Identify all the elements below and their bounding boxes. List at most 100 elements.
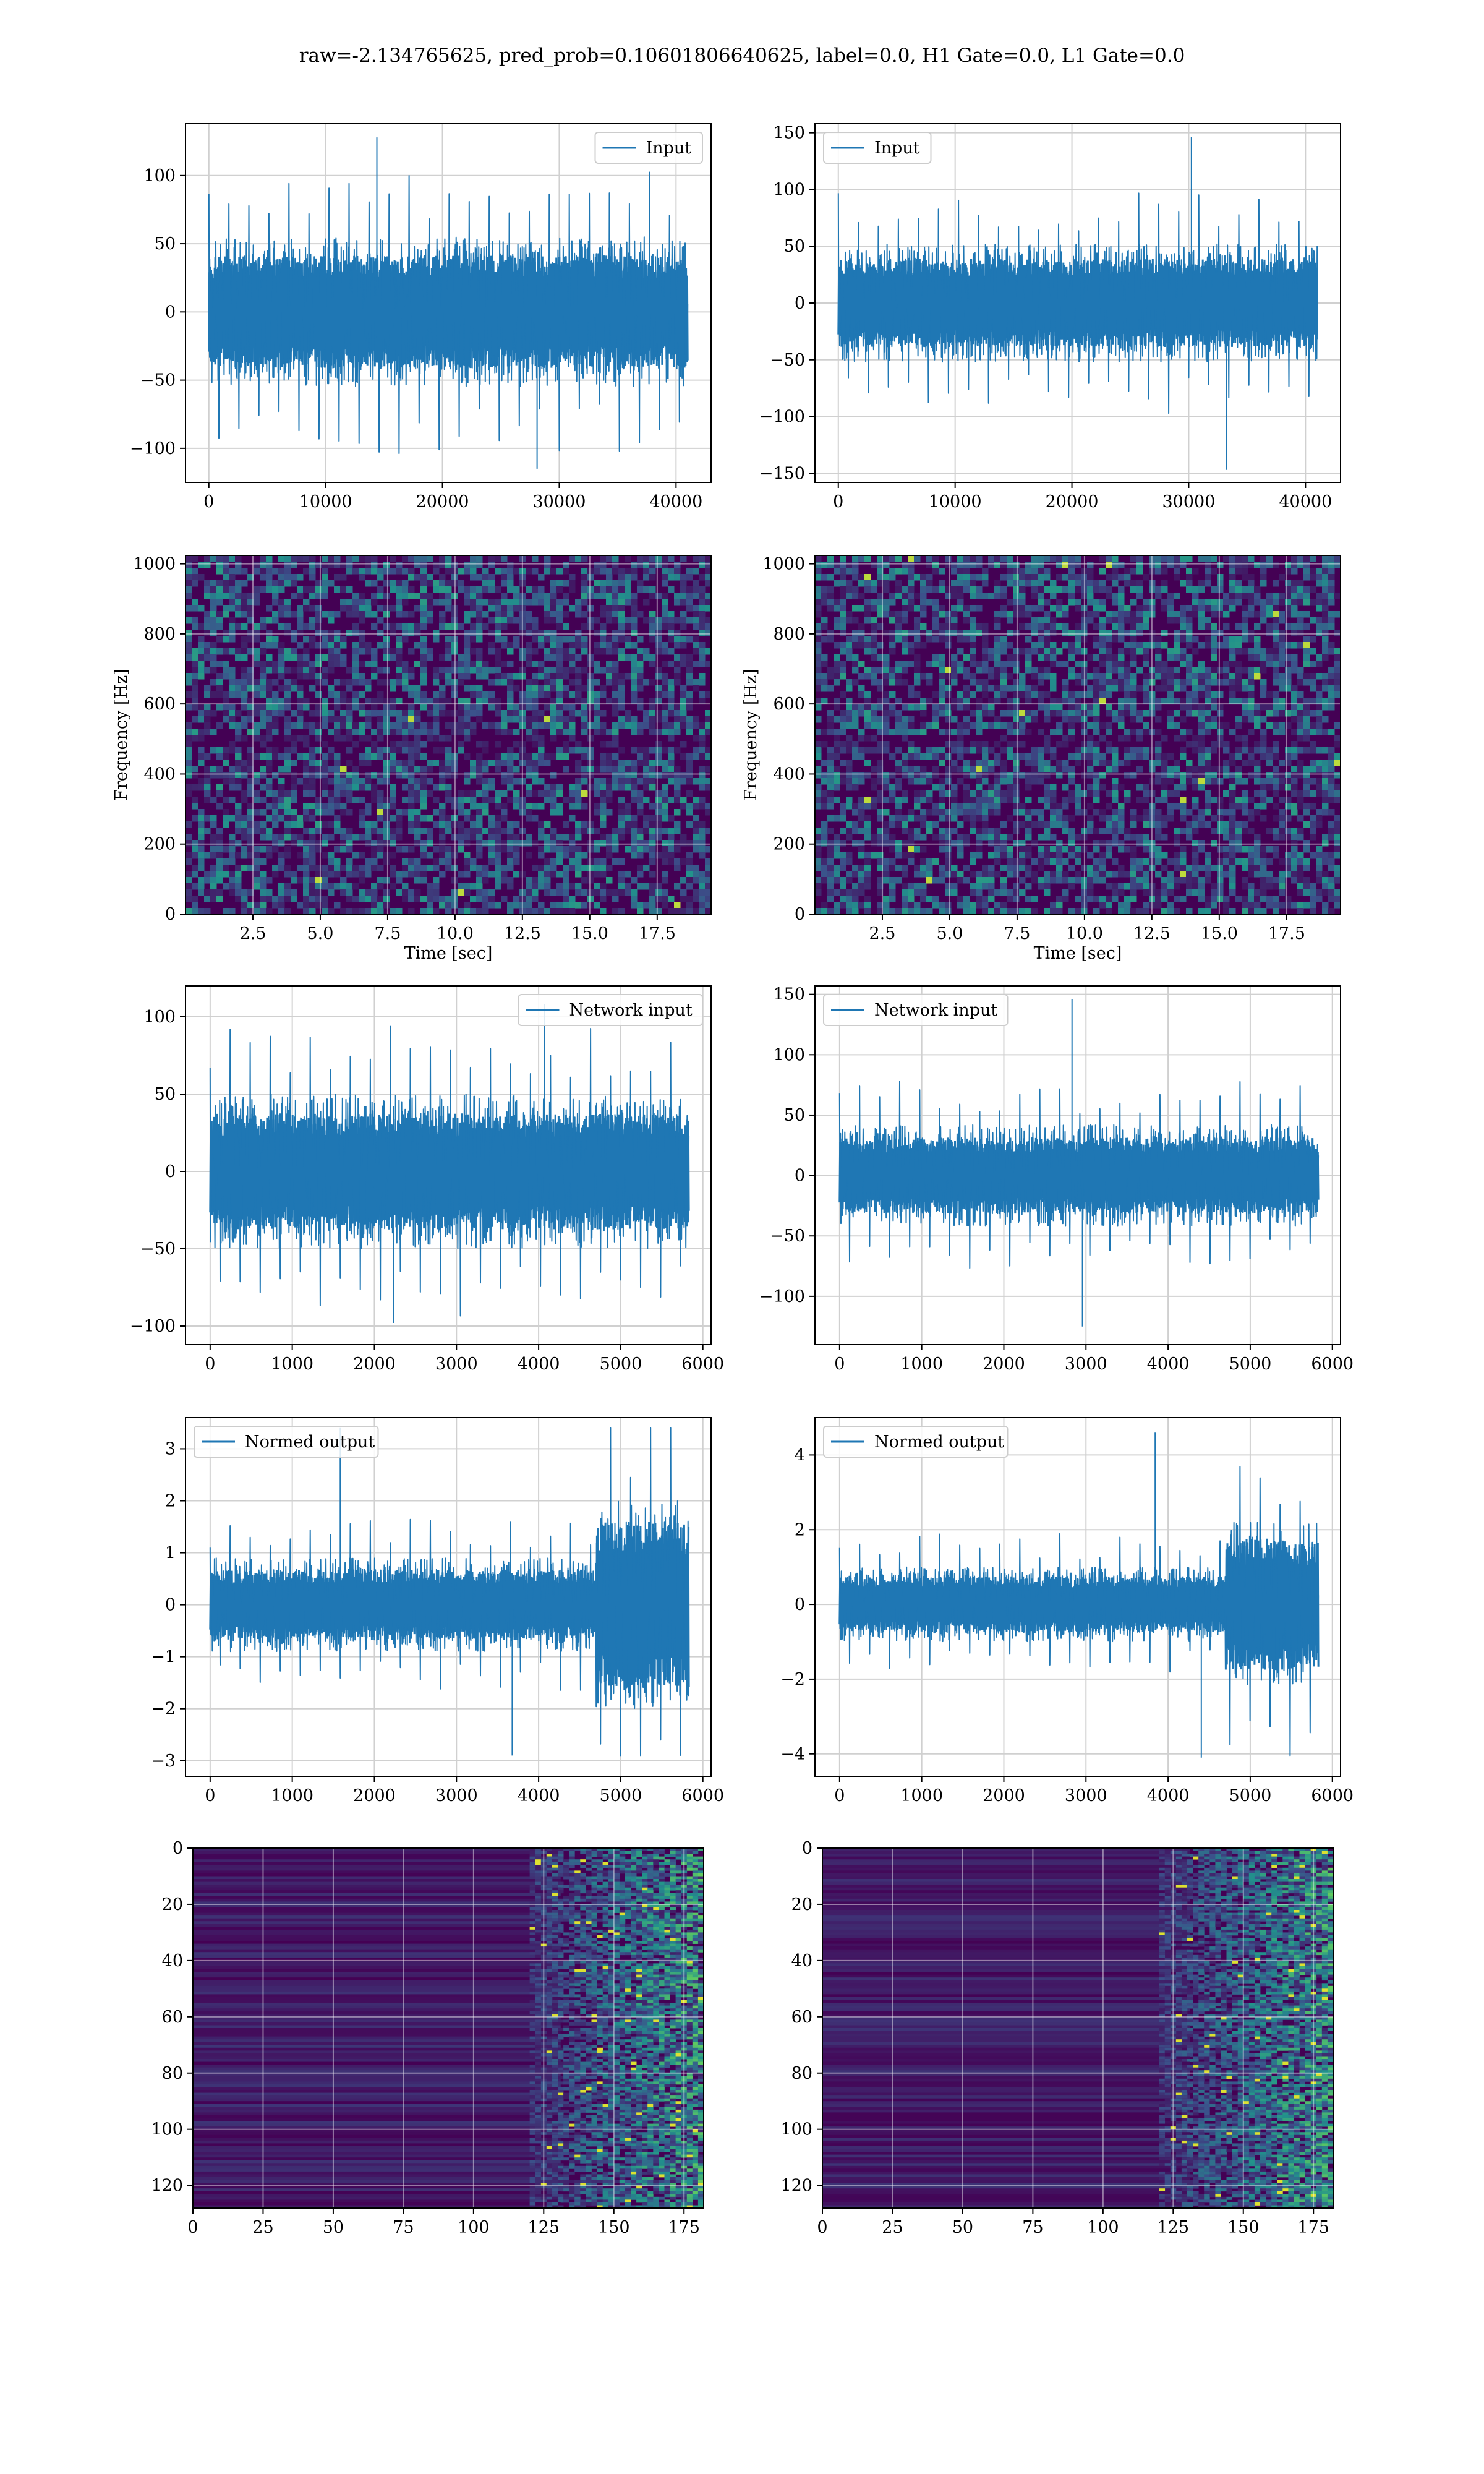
heatmap-cell xyxy=(291,772,297,779)
heatmap-cell xyxy=(1087,599,1094,606)
heatmap-cell xyxy=(618,685,625,692)
heatmap-cell xyxy=(192,654,198,661)
heatmap-cell xyxy=(1075,698,1081,704)
heatmap-cell xyxy=(1068,642,1075,649)
heatmap-cell xyxy=(834,815,840,822)
heatmap-cell xyxy=(631,834,638,841)
heatmap-cell xyxy=(852,883,859,890)
heatmap-cell xyxy=(1038,574,1044,581)
heatmap-cell xyxy=(655,760,662,766)
heatmap-cell xyxy=(328,790,335,797)
heatmap-cell xyxy=(451,611,458,618)
heatmap-cell xyxy=(852,753,859,760)
heatmap-cell xyxy=(982,710,989,717)
heatmap-cell xyxy=(581,667,588,674)
heatmap-cell xyxy=(1000,555,1007,562)
heatmap-cell xyxy=(513,834,520,841)
heatmap-cell xyxy=(871,803,877,810)
heatmap-cell xyxy=(544,685,551,692)
heatmap-cell xyxy=(864,673,871,680)
heatmap-cell xyxy=(1013,753,1020,760)
heatmap-cell xyxy=(309,790,316,797)
heatmap-cell xyxy=(464,630,471,636)
heatmap-cell xyxy=(390,630,396,636)
heatmap-cell xyxy=(686,704,693,711)
heatmap-cell xyxy=(297,654,304,661)
heatmap-cell xyxy=(625,772,631,779)
heatmap-cell xyxy=(600,840,607,847)
heatmap-cell xyxy=(1038,679,1044,686)
heatmap-cell xyxy=(1068,555,1075,562)
heatmap-cell xyxy=(254,821,260,828)
heatmap-cell xyxy=(840,722,846,729)
heatmap-cell xyxy=(309,568,316,575)
heatmap-cell xyxy=(877,877,884,884)
heatmap-cell xyxy=(210,877,217,884)
heatmap-cell xyxy=(994,654,1001,661)
heatmap-cell xyxy=(662,555,668,562)
heatmap-cell xyxy=(945,790,952,797)
heatmap-cell xyxy=(488,704,495,711)
heatmap-cell xyxy=(266,790,273,797)
heatmap-cell xyxy=(266,803,273,810)
heatmap-cell xyxy=(526,623,532,630)
heatmap-cell xyxy=(637,840,644,847)
heatmap-cell xyxy=(840,630,846,636)
heatmap-cell xyxy=(982,772,989,779)
heatmap-cell xyxy=(902,630,908,636)
heatmap-cell xyxy=(1007,889,1013,896)
heatmap-cell xyxy=(297,865,304,871)
heatmap-cell xyxy=(439,562,446,568)
heatmap-cell xyxy=(908,580,915,587)
heatmap-cell xyxy=(932,877,939,884)
heatmap-cell xyxy=(266,896,273,902)
heatmap-cell xyxy=(334,574,341,581)
heatmap-cell xyxy=(458,840,464,847)
heatmap-cell xyxy=(260,586,267,593)
heatmap-cell xyxy=(939,877,945,884)
heatmap-cell xyxy=(451,766,458,773)
heatmap-cell xyxy=(315,902,322,909)
heatmap-cell xyxy=(815,605,822,612)
heatmap-cell xyxy=(963,908,970,915)
heatmap-cell xyxy=(247,852,254,859)
heatmap-cell xyxy=(612,846,619,853)
heatmap-cell xyxy=(674,778,681,785)
heatmap-cell xyxy=(834,562,840,568)
heatmap-cell xyxy=(390,908,396,915)
heatmap-cell xyxy=(204,815,211,822)
heatmap-cell xyxy=(970,797,976,803)
heatmap-cell xyxy=(476,661,483,667)
heatmap-cell xyxy=(1038,797,1044,803)
heatmap-cell xyxy=(538,574,545,581)
heatmap-cell xyxy=(272,599,279,606)
heatmap-cell xyxy=(970,630,976,636)
heatmap-cell xyxy=(402,722,409,729)
heatmap-cell xyxy=(550,642,557,649)
heatmap-cell xyxy=(827,753,834,760)
heatmap-cell xyxy=(1087,889,1094,896)
heatmap-cell xyxy=(871,834,877,841)
heatmap-cell xyxy=(920,605,927,612)
heatmap-cell xyxy=(550,846,557,853)
heatmap-cell xyxy=(1075,555,1081,562)
heatmap-cell xyxy=(420,784,427,791)
heatmap-cell xyxy=(699,586,706,593)
heatmap-cell xyxy=(241,797,248,803)
heatmap-cell xyxy=(1099,654,1106,661)
heatmap-cell xyxy=(957,574,964,581)
heatmap-cell xyxy=(815,828,822,834)
heatmap-cell xyxy=(827,858,834,865)
heatmap-cell xyxy=(322,772,328,779)
heatmap-cell xyxy=(470,611,477,618)
heatmap-cell xyxy=(1087,593,1094,599)
heatmap-cell xyxy=(1081,679,1088,686)
heatmap-cell xyxy=(315,562,322,568)
heatmap-cell xyxy=(458,741,464,748)
heatmap-cell xyxy=(291,611,297,618)
heatmap-cell xyxy=(501,568,508,575)
heatmap-cell xyxy=(488,617,495,624)
heatmap-cell xyxy=(408,753,415,760)
heatmap-cell xyxy=(1025,605,1032,612)
